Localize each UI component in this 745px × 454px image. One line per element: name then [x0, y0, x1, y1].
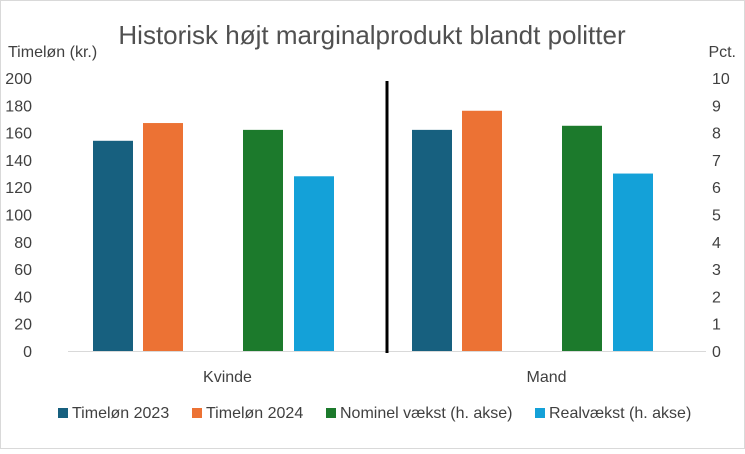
y-right-axis-title: Pct.: [708, 44, 736, 61]
legend-label: Realvækst (h. akse): [549, 405, 691, 422]
x-tick-label: Kvinde: [203, 369, 252, 386]
y-right-tick-label: 5: [712, 208, 721, 225]
y-left-tick-label: 20: [14, 317, 32, 334]
legend-swatch: [58, 408, 68, 418]
y-right-tick-label: 2: [712, 289, 721, 306]
legend-swatch: [326, 408, 336, 418]
legend-label: Timeløn 2024: [206, 405, 303, 422]
y-left-tick-label: 140: [5, 153, 32, 170]
legend: Timeløn 2023 Timeløn 2024 Nominel vækst (h…: [58, 405, 691, 422]
y-left-axis-title: Timeløn (kr.): [8, 44, 97, 61]
bar: [243, 129, 283, 351]
bar: [294, 176, 334, 351]
bar: [143, 123, 183, 351]
legend-item: Timeløn 2023: [58, 405, 169, 422]
y-left-tick-label: 0: [23, 344, 32, 361]
legend-label: Timeløn 2023: [72, 405, 169, 422]
y-right-tick-label: 1: [712, 317, 721, 334]
y-left-tick-label: 160: [5, 126, 32, 143]
y-right-tick-label: 9: [712, 98, 721, 115]
legend-item: Timeløn 2024: [192, 405, 303, 422]
y-left-tick-label: 60: [14, 262, 32, 279]
legend-swatch: [535, 408, 545, 418]
y-right-tick-label: 7: [712, 153, 721, 170]
y-left-tick-label: 200: [5, 71, 32, 88]
legend-swatch: [192, 408, 202, 418]
bar: [412, 129, 452, 351]
bar: [562, 125, 602, 352]
bar: [93, 140, 133, 351]
y-left-tick-label: 40: [14, 289, 32, 306]
x-tick-label: Mand: [526, 369, 566, 386]
y-right-tick-label: 3: [712, 262, 721, 279]
y-left-tick-label: 180: [5, 98, 32, 115]
bars: [93, 110, 653, 352]
y-left-tick-label: 80: [14, 235, 32, 252]
y-right-tick-label: 0: [712, 344, 721, 361]
y-right-tick-label: 4: [712, 235, 721, 252]
y-right-tick-label: 10: [712, 71, 730, 88]
legend-label: Nominel vækst (h. akse): [340, 405, 513, 422]
y-left-tick-label: 100: [5, 208, 32, 225]
chart-title: Historisk højt marginalprodukt blandt po…: [118, 20, 626, 50]
y-left-tick-label: 120: [5, 180, 32, 197]
legend-item: Nominel vækst (h. akse): [326, 405, 513, 422]
y-left-tick-labels: 0 20 40 60 80 100 120 140 160 180 200: [5, 71, 32, 361]
bar: [613, 173, 653, 351]
bar: [462, 110, 502, 351]
y-right-tick-label: 8: [712, 126, 721, 143]
y-right-tick-label: 6: [712, 180, 721, 197]
category-labels: Kvinde Mand: [203, 369, 566, 386]
legend-item: Realvækst (h. akse): [535, 405, 691, 422]
y-right-tick-labels: 0 1 2 3 4 5 6 7 8 9 10: [712, 71, 730, 361]
